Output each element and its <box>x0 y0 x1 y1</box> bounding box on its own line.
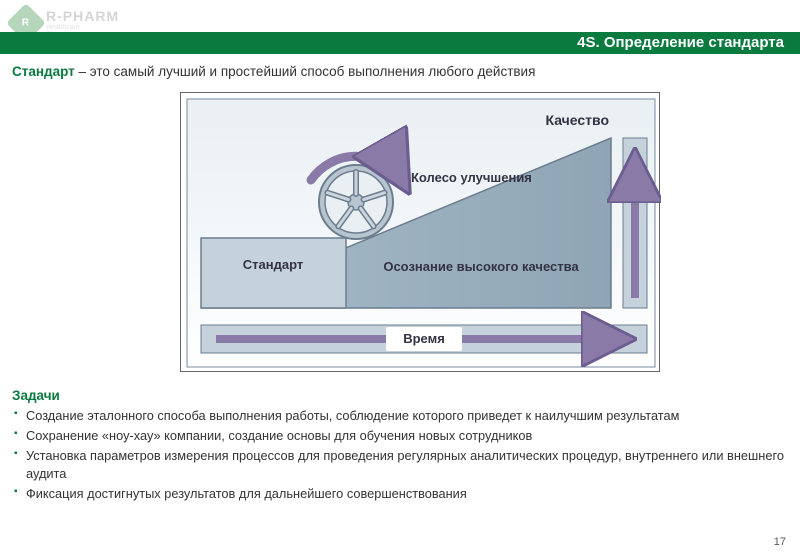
tasks-list: Создание эталонного способа выполнения р… <box>12 407 788 503</box>
page-number: 17 <box>774 536 786 548</box>
tasks-title: Задачи <box>12 388 788 403</box>
intro-rest: – это самый лучший и простейший способ в… <box>75 64 536 79</box>
improvement-diagram: Стандарт Осознание высокого качества Колес… <box>180 92 660 372</box>
svg-text:Осознание высокого качества: Осознание высокого качества <box>383 259 579 274</box>
task-item: Создание эталонного способа выполнения р… <box>12 407 788 425</box>
task-item: Фиксация достигнутых результатов для дал… <box>12 485 788 503</box>
task-item: Сохранение «ноу-хау» компании, создание … <box>12 427 788 445</box>
svg-text:Время: Время <box>403 331 445 346</box>
svg-text:Качество: Качество <box>546 112 610 128</box>
svg-text:Стандарт: Стандарт <box>243 257 303 272</box>
intro-line: Стандарт – это самый лучший и простейший… <box>12 64 788 79</box>
slide-title: 4S. Определение стандарта <box>0 32 800 54</box>
logo-company: R-PHARM <box>46 8 119 24</box>
svg-text:Колесо улучшения: Колесо улучшения <box>411 170 532 185</box>
task-item: Установка параметров измерения процессов… <box>12 447 788 483</box>
intro-keyword: Стандарт <box>12 64 75 79</box>
tasks-block: Задачи Создание эталонного способа выпол… <box>12 388 788 505</box>
